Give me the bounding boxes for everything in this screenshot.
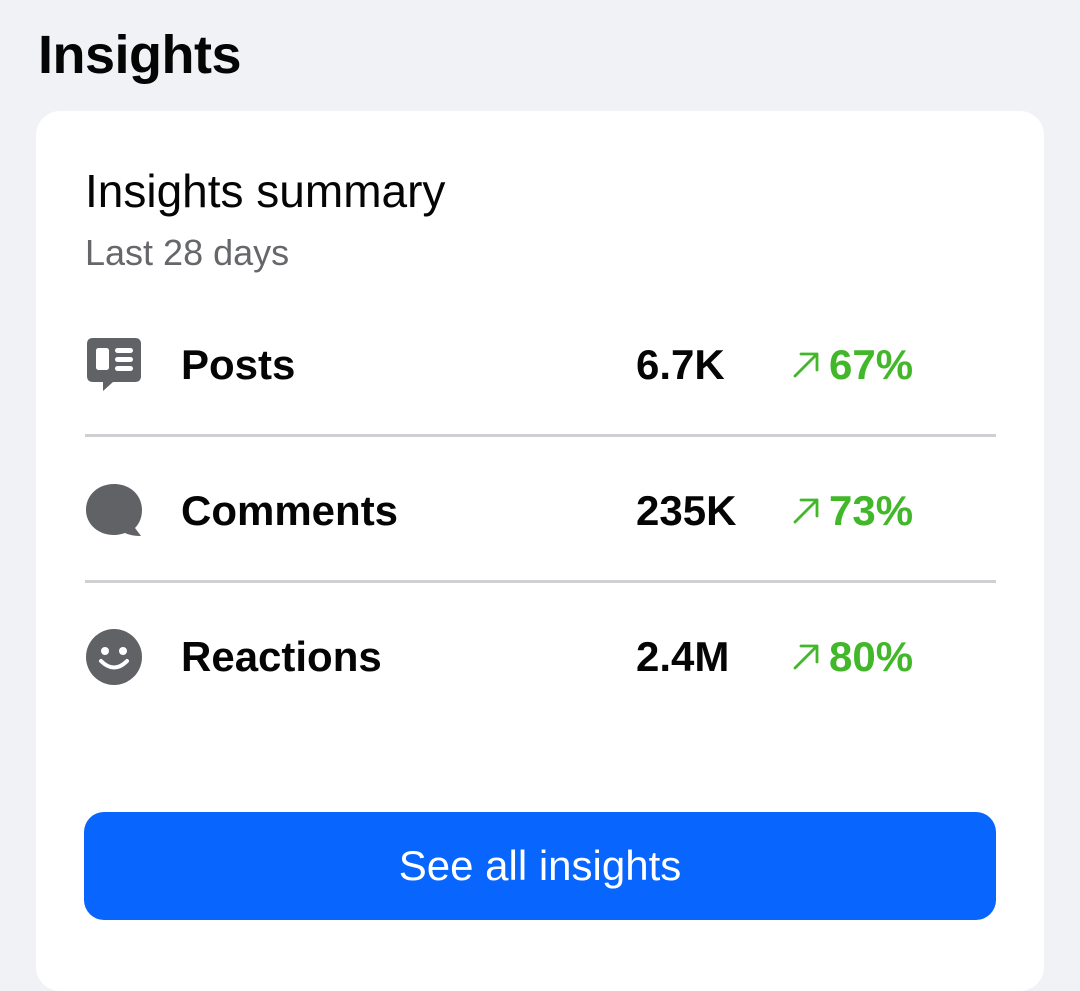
metric-row-reactions: Reactions 2.4M 80% <box>85 583 996 729</box>
metric-value: 2.4M <box>636 633 730 680</box>
metric-label: Reactions <box>181 633 382 680</box>
metric-label: Posts <box>181 341 296 388</box>
page-title: Insights <box>38 25 242 85</box>
metric-change-percent: 73% <box>829 487 914 534</box>
metric-value: 235K <box>636 487 737 534</box>
metric-change-percent: 67% <box>829 341 914 388</box>
trend-up-arrow-icon <box>789 640 823 674</box>
metric-list: Posts 6.7K 67% Comments 235K 73% <box>85 291 996 729</box>
trend-up-arrow-icon <box>789 494 823 528</box>
date-range-label: Last 28 days <box>85 232 290 273</box>
metric-value: 6.7K <box>636 341 725 388</box>
insights-summary-card: Insights summary Last 28 days Posts 6.7K… <box>36 111 1044 991</box>
metric-label: Comments <box>181 487 399 534</box>
metric-row-posts: Posts 6.7K 67% <box>85 291 996 437</box>
comment-bubble-icon <box>85 482 143 540</box>
metric-change: 80% <box>789 631 913 683</box>
metric-change-percent: 80% <box>829 633 914 680</box>
post-icon <box>85 336 143 394</box>
see-all-insights-button[interactable]: See all insights <box>84 812 996 920</box>
trend-up-arrow-icon <box>789 348 823 382</box>
metric-change: 67% <box>789 339 913 391</box>
metric-row-comments: Comments 235K 73% <box>85 437 996 583</box>
metric-change: 73% <box>789 485 913 537</box>
smiley-face-icon <box>85 628 143 686</box>
card-title: Insights summary <box>85 165 446 217</box>
